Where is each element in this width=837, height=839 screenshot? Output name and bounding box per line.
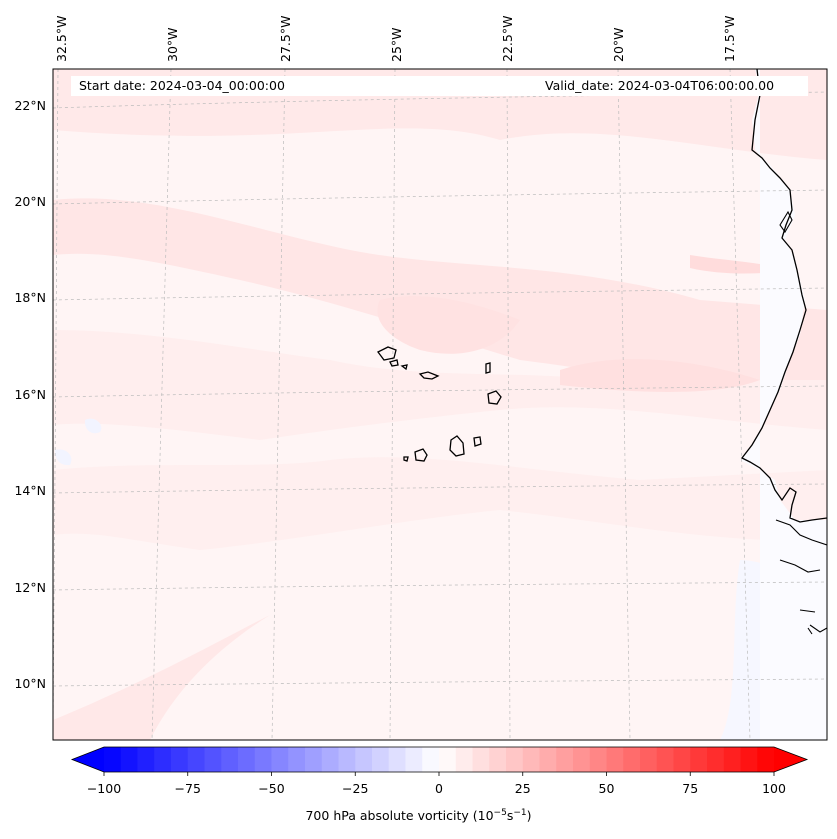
colorbar-segment [439,747,457,772]
lat-label: 14°N [14,483,46,498]
lat-label: 22°N [14,98,46,113]
colorbar-segment [757,747,775,772]
colorbar-segment [455,747,474,772]
colorbar-segment [623,747,641,772]
lon-label: 30°W [165,27,180,62]
lon-label: 32.5°W [54,15,69,62]
lat-label: 12°N [14,580,46,595]
colorbar-segment [338,747,356,772]
lat-label: 18°N [14,290,46,305]
vorticity-field [53,69,827,740]
colorbar-segment [707,747,725,772]
colorbar-segment [422,747,440,772]
colorbar-segment [522,747,541,772]
colorbar-segment [506,747,524,772]
colorbar-segment [221,747,239,772]
africa-coastline [741,69,827,523]
lat-label: 20°N [14,194,46,209]
colorbar-segment [573,747,591,772]
colorbar-tick-label: −50 [258,781,285,796]
colorbar-segment [120,747,139,772]
colorbar-segment [171,747,189,772]
colorbar-segment [271,747,289,772]
colorbar-extend-low [72,747,104,772]
start-date-label: Start date: 2024-03-04_00:00:00 [79,78,285,93]
colorbar-segment [305,747,323,772]
colorbar-tick-label: 100 [762,781,786,796]
lat-label: 10°N [14,676,46,691]
colorbar-segment [405,747,423,772]
colorbar-segment [740,747,758,772]
colorbar-segment [556,747,574,772]
colorbar-segment [254,747,273,772]
colorbar-segment [355,747,373,772]
colorbar-segment [321,747,340,772]
colorbar-segment [187,747,206,772]
colorbar-segment [137,747,155,772]
colorbar-segment [606,747,624,772]
colorbar-segment [690,747,708,772]
colorbar-tick-label: 0 [435,781,443,796]
lon-label: 25°W [389,27,404,62]
colorbar-segment [154,747,172,772]
colorbar-segment [288,747,306,772]
colorbar-extend-high [774,747,807,772]
colorbar-segment [489,747,507,772]
colorbar-segment [372,747,390,772]
colorbar-segment [640,747,658,772]
colorbar-segment [104,747,122,772]
graticule [53,69,827,740]
cape-verde-islands [377,346,502,462]
colorbar-tick-label: 50 [598,781,615,796]
colorbar-label: 700 hPa absolute vorticity (10−5s−1) [305,808,532,824]
colorbar-segment [204,747,222,772]
colorbar-segment [238,747,256,772]
colorbar-segment [539,747,557,772]
lon-label: 17.5°W [722,15,737,62]
lon-label: 22.5°W [500,15,515,62]
colorbar-segment [656,747,675,772]
colorbar [70,746,809,776]
header-box [71,76,808,96]
colorbar-segment [673,747,691,772]
lat-label: 16°N [14,387,46,402]
colorbar-segment [388,747,407,772]
colorbar-segment [723,747,742,772]
colorbar-segment [472,747,490,772]
map-frame [52,68,828,741]
colorbar-tick-label: 75 [682,781,699,796]
lon-label: 27.5°W [278,15,293,62]
colorbar-tick-label: −100 [86,781,122,796]
lon-label: 20°W [611,27,626,62]
colorbar-tick-label: 25 [514,781,531,796]
colorbar-tick-label: −25 [342,781,369,796]
valid-date-label: Valid_date: 2024-03-04T06:00:00.00 [545,78,775,93]
colorbar-segment [589,747,608,772]
colorbar-tick-label: −75 [174,781,201,796]
